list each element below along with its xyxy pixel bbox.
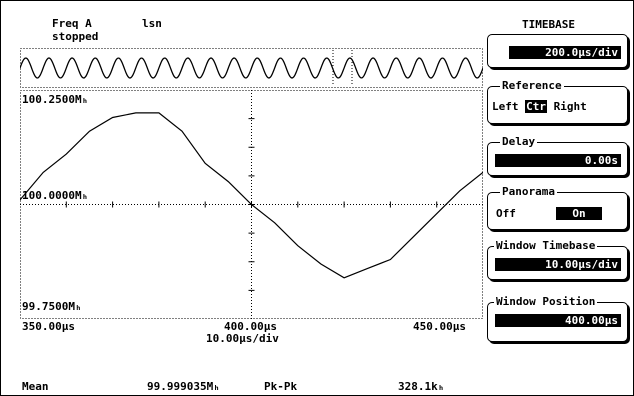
reference-softkey[interactable]: Reference Left Ctr Right xyxy=(487,80,628,124)
window-timebase-label: Window Timebase xyxy=(494,239,598,252)
overview-waveform xyxy=(20,57,483,79)
delay-softkey[interactable]: Delay 0.00s xyxy=(487,136,628,176)
reference-label: Reference xyxy=(500,79,564,92)
frequency-trace xyxy=(20,112,483,279)
measurement-mode: lsn xyxy=(142,17,162,30)
window-timebase-value: 10.00µs/div xyxy=(495,258,621,271)
delay-label: Delay xyxy=(500,135,538,148)
x-axis-center-label: 400.00µs xyxy=(224,320,277,333)
window-position-label: Window Position xyxy=(494,295,598,308)
window-position-softkey[interactable]: Window Position 400.00µs xyxy=(487,296,628,342)
reference-ctr-option[interactable]: Ctr xyxy=(525,100,547,113)
panorama-on-option[interactable]: On xyxy=(556,207,602,220)
mean-value: 99.999035Mₕ xyxy=(147,380,220,393)
x-axis-left-label: 350.00µs xyxy=(22,320,75,333)
y-axis-bottom-label: 99.7500Mₕ xyxy=(22,300,82,313)
main-plot xyxy=(20,90,483,319)
reference-left-option[interactable]: Left xyxy=(492,100,519,113)
window-timebase-softkey[interactable]: Window Timebase 10.00µs/div xyxy=(487,240,628,280)
measurement-name: Freq A xyxy=(52,17,92,30)
reference-options: Left Ctr Right xyxy=(492,100,587,113)
y-axis-mid-label: 100.0000Mₕ xyxy=(22,189,89,202)
acquisition-status: stopped xyxy=(52,30,99,43)
x-axis-right-label: 450.00µs xyxy=(413,320,466,333)
window-position-value: 400.00µs xyxy=(495,314,621,327)
timebase-value: 200.0µs/div xyxy=(509,46,621,59)
y-axis-top-label: 100.2500Mₕ xyxy=(22,93,89,106)
timebase-softkey[interactable]: 200.0µs/div xyxy=(487,34,628,68)
pkpk-label: Pk-Pk xyxy=(264,380,298,393)
pkpk-value: 328.1kₕ xyxy=(398,380,445,393)
x-axis-scale-label: 10.00µs/div xyxy=(206,332,279,345)
panorama-label: Panorama xyxy=(500,185,557,198)
panorama-softkey[interactable]: Panorama Off On xyxy=(487,186,628,230)
reference-right-option[interactable]: Right xyxy=(553,100,587,113)
mean-label: Mean xyxy=(22,380,49,393)
panorama-off-option[interactable]: Off xyxy=(496,207,516,220)
panorama-overview xyxy=(20,48,483,88)
delay-value: 0.00s xyxy=(495,154,621,167)
panel-title: TIMEBASE xyxy=(522,18,575,31)
